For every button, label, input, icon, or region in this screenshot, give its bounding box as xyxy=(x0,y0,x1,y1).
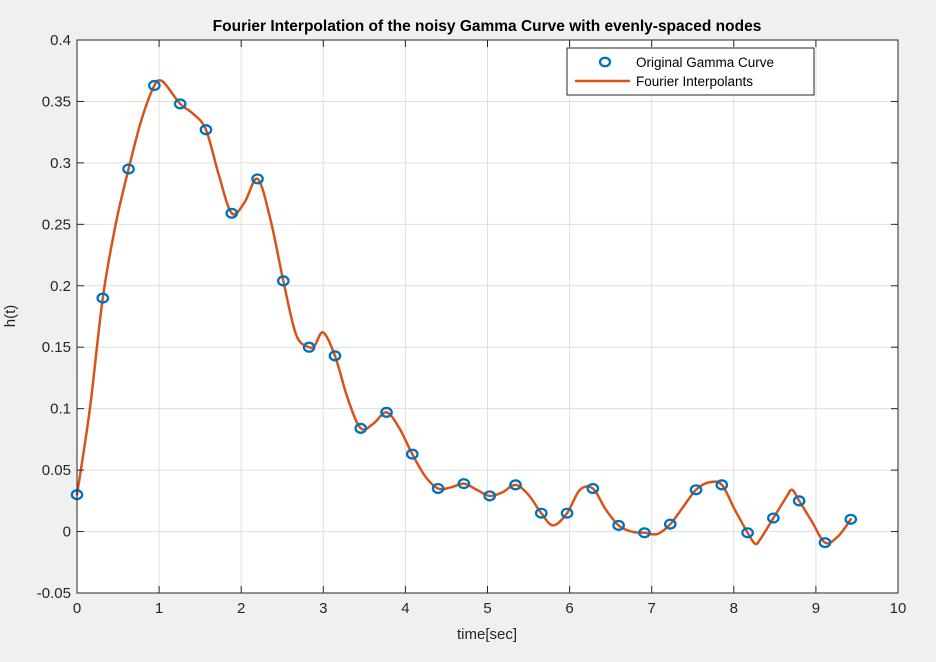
x-tick-label: 7 xyxy=(648,600,656,617)
x-tick-label: 9 xyxy=(812,600,820,617)
y-tick-label: 0.3 xyxy=(50,155,71,172)
y-axis-label: h(t) xyxy=(2,305,19,328)
data-point-original-gamma-curve xyxy=(457,478,471,490)
y-tick-label: 0.1 xyxy=(50,401,71,418)
data-point-original-gamma-curve xyxy=(302,341,316,353)
data-point-original-gamma-curve xyxy=(767,512,780,524)
y-tick-label: 0.25 xyxy=(42,216,71,233)
x-tick-label: 4 xyxy=(401,600,409,617)
data-point-original-gamma-curve xyxy=(638,527,651,539)
x-tick-label: 0 xyxy=(73,600,81,617)
legend-label-original-gamma-curve: Original Gamma Curve xyxy=(636,55,774,70)
data-point-original-gamma-curve xyxy=(431,482,445,495)
data-point-original-gamma-curve xyxy=(122,163,135,175)
data-point-original-gamma-curve xyxy=(276,275,290,287)
data-point-original-gamma-curve xyxy=(96,292,110,304)
x-axis-label: time[sec] xyxy=(457,626,517,643)
data-point-original-gamma-curve xyxy=(328,350,342,362)
x-tick-label: 6 xyxy=(565,600,573,617)
legend-label-fourier-interpolants: Fourier Interpolants xyxy=(636,74,753,89)
legend-box xyxy=(566,47,815,96)
data-point-original-gamma-curve xyxy=(741,527,754,539)
x-tick-label: 10 xyxy=(890,600,907,617)
data-point-original-gamma-curve xyxy=(534,507,548,519)
data-point-original-gamma-curve xyxy=(380,406,393,418)
data-point-original-gamma-curve xyxy=(612,519,625,531)
chart-title: Fourier Interpolation of the noisy Gamma… xyxy=(213,18,762,35)
x-tick-label: 1 xyxy=(155,600,163,617)
data-point-original-gamma-curve xyxy=(560,507,574,519)
data-point-original-gamma-curve xyxy=(715,479,729,491)
legend-marker-original-gamma-curve xyxy=(598,56,612,68)
axes-ticks: 0 1 2 3 4 5 6 7 8 9 10-0.0500.050.10.150.20.250.30… xyxy=(37,32,907,617)
y-tick-label: 0.15 xyxy=(42,339,71,356)
x-tick-label: 5 xyxy=(483,600,491,617)
y-tick-label: 0.4 xyxy=(50,32,71,49)
data-point-original-gamma-curve xyxy=(844,513,858,525)
x-tick-label: 2 xyxy=(237,600,245,617)
data-point-original-gamma-curve xyxy=(173,98,187,110)
plot-data xyxy=(70,79,858,549)
data-point-original-gamma-curve xyxy=(792,495,806,507)
data-point-original-gamma-curve xyxy=(483,490,497,502)
data-point-original-gamma-curve xyxy=(251,173,264,185)
y-tick-label: 0.2 xyxy=(50,278,71,295)
legend: Original Gamma Curve Fourier Interpolant… xyxy=(566,47,815,96)
data-point-original-gamma-curve xyxy=(147,79,161,92)
data-point-original-gamma-curve xyxy=(509,479,522,491)
y-tick-label: -0.05 xyxy=(37,585,71,602)
data-point-original-gamma-curve xyxy=(818,537,832,549)
data-point-original-gamma-curve xyxy=(405,448,419,460)
data-point-original-gamma-curve xyxy=(586,482,600,495)
data-point-original-gamma-curve xyxy=(199,124,213,136)
series-line-fourier-interpolants xyxy=(75,79,853,546)
x-tick-label: 8 xyxy=(730,600,738,617)
data-point-original-gamma-curve xyxy=(689,484,703,496)
data-point-original-gamma-curve xyxy=(354,422,368,434)
y-tick-label: 0.35 xyxy=(42,93,71,110)
y-tick-label: 0 xyxy=(63,524,71,541)
y-tick-label: 0.05 xyxy=(42,462,71,479)
data-point-original-gamma-curve xyxy=(225,207,239,219)
x-tick-label: 3 xyxy=(319,600,327,617)
data-point-original-gamma-curve xyxy=(663,518,677,530)
